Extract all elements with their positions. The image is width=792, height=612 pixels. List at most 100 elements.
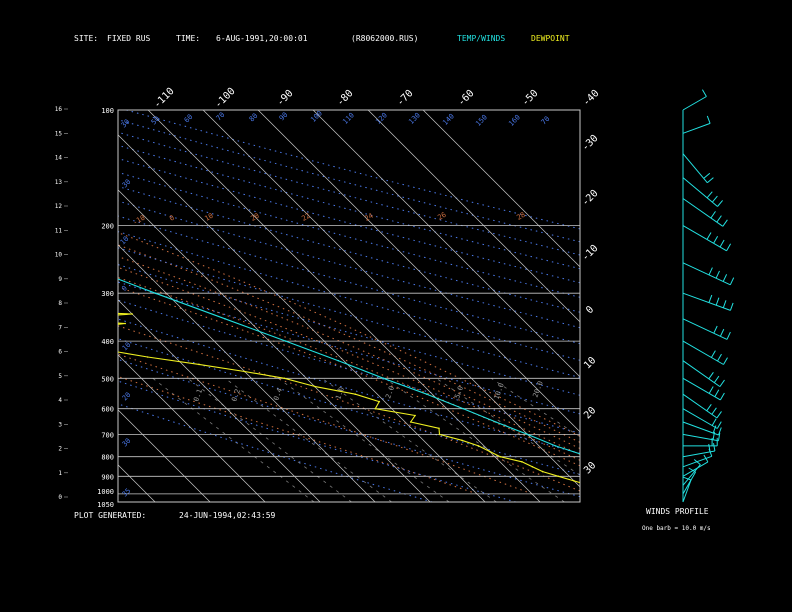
pressure-tick-label: 700	[101, 431, 114, 439]
dry-adiabat-label: 70	[540, 115, 552, 127]
dry-adiabat-label: 80	[248, 112, 260, 124]
dewpoint-point	[477, 445, 480, 447]
dewpoint-point	[283, 377, 286, 380]
temp-tick-top: -90	[275, 88, 296, 109]
dry-adiabat-line	[117, 185, 581, 313]
height-tick-label: 2	[58, 446, 62, 453]
moist-adiabat-label: 24	[363, 212, 374, 223]
dry-adiabat-label: 100	[309, 109, 324, 124]
wind-barb-flag	[706, 177, 714, 184]
isotherm-line	[117, 244, 376, 503]
wind-barb	[682, 225, 727, 252]
moist-adiabat-line	[117, 266, 581, 455]
height-tick-label: 1	[58, 470, 62, 477]
wind-barb-flag	[722, 274, 728, 282]
dewpoint-point	[557, 475, 560, 478]
dewpoint-point	[414, 414, 416, 417]
wind-barb-flag	[703, 172, 711, 179]
moist-adiabat-label: 28	[515, 211, 526, 222]
temperature-line	[117, 278, 581, 455]
dewpoint-point	[131, 313, 133, 315]
wind-barb-flag	[717, 200, 723, 207]
height-tick-label: 12	[55, 203, 63, 210]
wind-barb	[682, 479, 692, 503]
wind-barb-flag	[719, 239, 725, 248]
wind-barb	[682, 340, 724, 365]
height-tick-label: 8	[58, 300, 62, 307]
time-label: TIME:	[176, 34, 200, 43]
temperature-point	[462, 407, 465, 410]
dry-adiabat-label: 160	[507, 113, 522, 128]
wind-barb-flag	[708, 372, 714, 380]
wind-barb-flag	[708, 386, 714, 394]
wind-barb	[682, 153, 708, 184]
moist-adiabats	[117, 232, 581, 495]
wind-barb-flag	[719, 379, 725, 387]
temperature-point	[495, 421, 497, 423]
mixing-ratio-label: 5.0	[453, 385, 465, 400]
dry-adiabat-label: 130	[407, 111, 422, 126]
wind-barb-flag	[711, 407, 717, 415]
wind-barb	[682, 455, 712, 468]
pressure-tick-label: 1050	[97, 501, 114, 509]
moist-adiabat-label: 0	[168, 214, 176, 223]
mixing-ratio-line	[491, 377, 581, 438]
moist-adiabat-line	[117, 244, 581, 443]
wind-barb	[682, 262, 731, 286]
mixing-ratio-label: 20.0	[531, 380, 544, 399]
isotherms	[117, 109, 581, 503]
temp-tick-right: 30	[582, 460, 598, 476]
isotherm-line	[367, 109, 581, 323]
temp-tick-top: -60	[456, 88, 477, 109]
isotherm-line	[117, 299, 321, 503]
site-label: SITE:	[74, 34, 98, 43]
dry-adiabat-label: 30	[120, 118, 132, 130]
wind-barb-flag	[713, 236, 719, 244]
dry-adiabat-label: 150	[474, 113, 489, 128]
wind-barb	[682, 292, 731, 311]
dry-adiabat-label: 30	[121, 178, 133, 190]
isotherm-line	[117, 189, 431, 503]
dewpoint-point	[198, 363, 200, 366]
wind-barb	[682, 377, 721, 401]
dry-adiabat-line	[126, 109, 581, 230]
dewpoint-point	[521, 461, 523, 463]
wind-barb-flag	[722, 219, 728, 227]
moist-adiabat-line	[117, 376, 478, 495]
winds-title: WINDS PROFILE	[646, 507, 709, 516]
isotherm-line	[422, 109, 581, 268]
dry-adiabat-label: 120	[374, 111, 389, 126]
isotherm-line	[312, 109, 581, 378]
wind-barb-flag	[729, 302, 734, 311]
temp-tick-top: -100	[213, 86, 238, 111]
axis-labels: 1002003004005006007008009001000105016151…	[55, 86, 602, 509]
height-tick-label: 4	[58, 397, 62, 404]
isotherm-line	[117, 134, 486, 503]
site-value: FIXED RUS	[107, 34, 151, 43]
wind-barb	[682, 198, 724, 227]
mixing-ratio-line	[187, 377, 352, 503]
dry-adiabat-line	[117, 403, 433, 503]
dry-adiabat-line	[117, 131, 581, 256]
height-tick-label: 6	[58, 349, 62, 356]
isobars	[118, 225, 580, 495]
dry-adiabat-label: 140	[441, 112, 456, 127]
height-tick-label: 13	[55, 179, 63, 186]
moist-adiabat-label: -10	[132, 214, 147, 227]
wind-barb-flag	[706, 404, 712, 412]
wind-barb-flag	[706, 232, 712, 240]
wind-barb-flag	[711, 195, 718, 203]
dry-adiabat-line	[117, 200, 581, 329]
dewpoint-point	[409, 421, 412, 423]
dry-adiabat-line	[117, 264, 581, 396]
wind-barb-flag	[708, 267, 713, 276]
temp-tick-top: -50	[520, 88, 541, 109]
moist-adiabat-line	[117, 232, 581, 437]
wind-barb-flag	[701, 89, 707, 97]
temp-tick-top: -110	[152, 86, 177, 111]
isotherm-line	[147, 109, 541, 503]
dry-adiabat-line	[117, 158, 581, 284]
wind-barb	[682, 177, 718, 207]
height-tick-label: 7	[58, 324, 62, 331]
plot-frame	[117, 109, 581, 503]
